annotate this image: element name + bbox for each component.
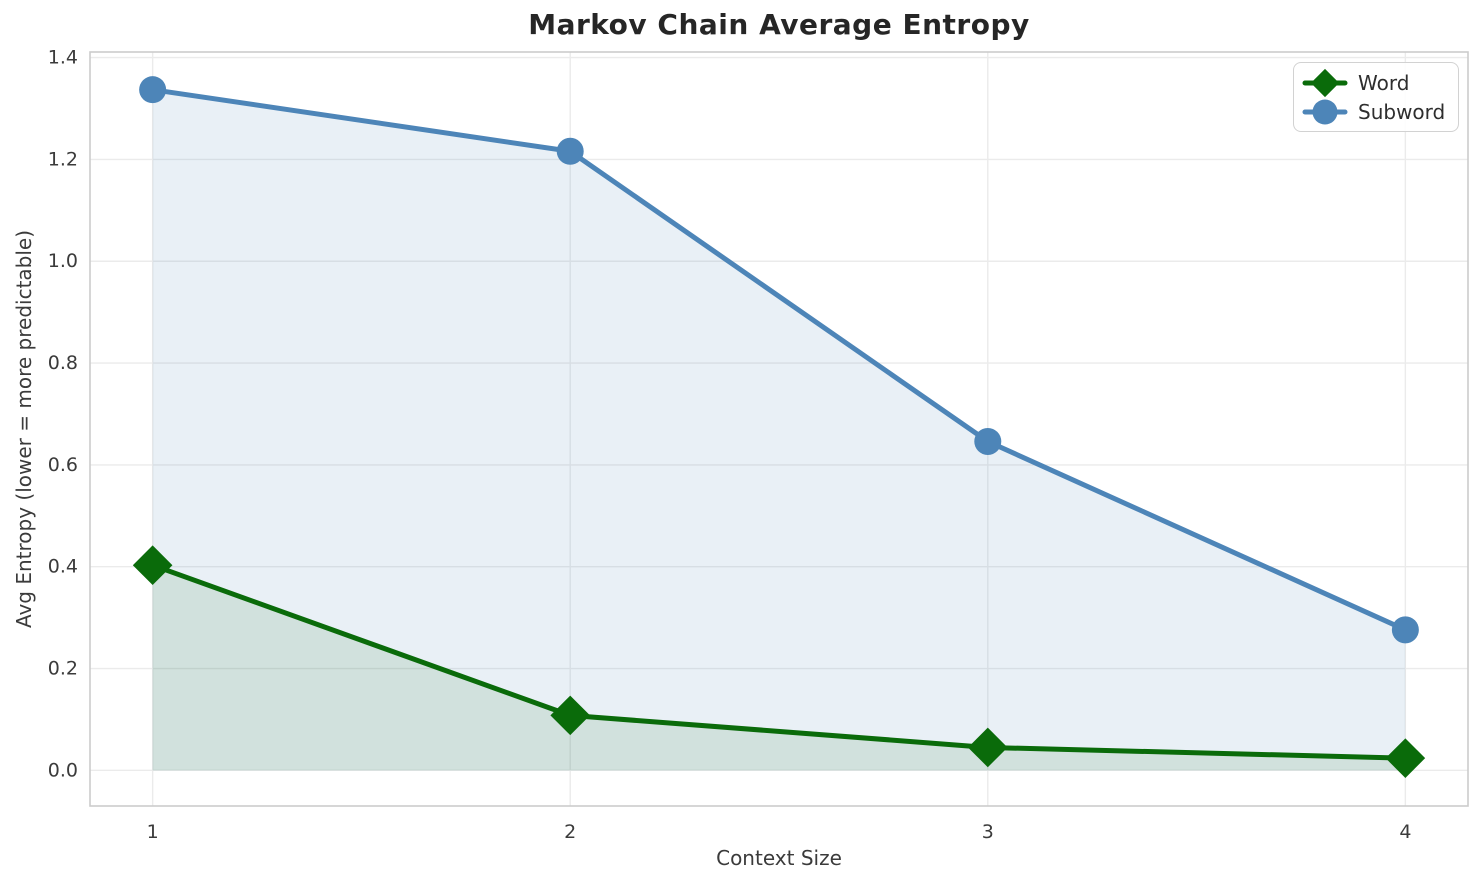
subword-line — [150, 87, 1408, 633]
word-data-point — [550, 695, 591, 736]
x-tick-label: 3 — [982, 821, 994, 843]
y-tick-label: 0.0 — [48, 759, 78, 781]
chart-title: Markov Chain Average Entropy — [528, 8, 1030, 41]
x-axis-label: Context Size — [716, 846, 842, 870]
x-tick-label: 4 — [1399, 821, 1411, 843]
legend: Word Subword — [1293, 62, 1459, 132]
legend-label-word: Word — [1358, 70, 1410, 95]
subword-data-point — [1391, 616, 1419, 644]
plot-area — [90, 52, 1468, 806]
y-tick-label: 0.6 — [48, 454, 78, 476]
subword-data-point — [974, 427, 1002, 455]
word-line — [150, 562, 1408, 761]
subword-data-point — [556, 137, 584, 165]
y-tick-label: 0.8 — [48, 352, 78, 374]
subword-area-fill — [152, 89, 1406, 771]
legend-label-subword: Subword — [1358, 99, 1446, 124]
word-diamond-marker-icon — [1302, 68, 1348, 97]
y-tick-label: 1.2 — [48, 148, 78, 170]
word-area-fill — [152, 565, 1406, 771]
legend-item-word[interactable]: Word — [1302, 68, 1446, 97]
y-tick-label: 1.4 — [48, 47, 78, 69]
legend-item-subword[interactable]: Subword — [1302, 98, 1446, 125]
y-tick-label: 0.4 — [48, 556, 78, 578]
subword-circle-marker-icon — [1302, 99, 1348, 124]
y-tick-label: 0.2 — [48, 658, 78, 680]
x-tick-label: 2 — [564, 821, 576, 843]
word-data-point — [967, 727, 1008, 768]
y-tick-label: 1.0 — [48, 250, 78, 272]
plot-border — [89, 51, 1469, 807]
word-data-point — [132, 545, 173, 585]
x-tick-label: 1 — [147, 821, 159, 843]
subword-data-point — [139, 76, 167, 104]
